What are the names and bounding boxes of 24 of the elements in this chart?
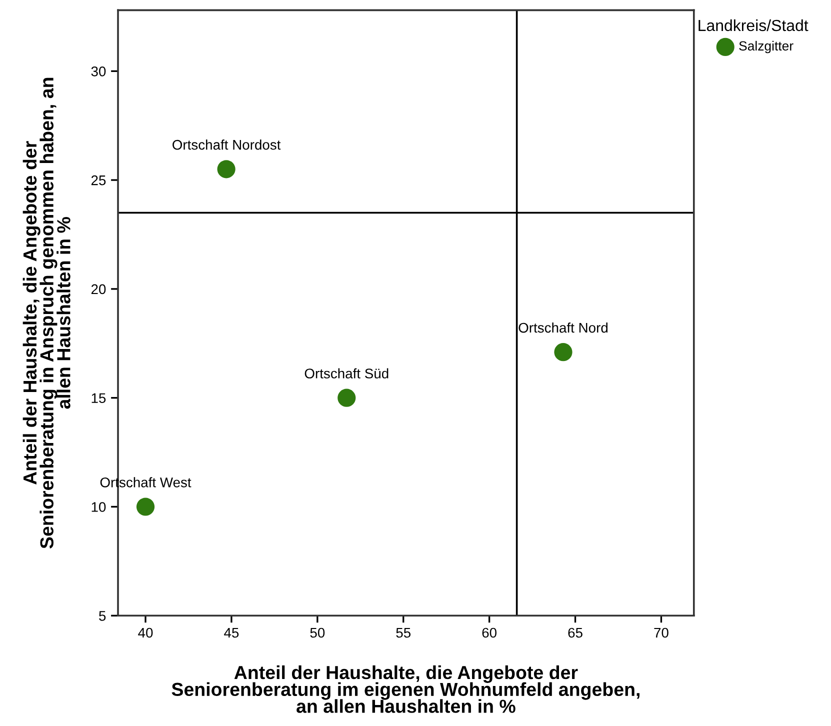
x-tick-label: 40 — [138, 628, 153, 638]
x-tick-label: 50 — [310, 628, 325, 638]
x-tick-label: 55 — [396, 628, 411, 638]
y-tick-label: 30 — [91, 66, 106, 76]
x-tick-label: 65 — [568, 628, 582, 638]
y-tick-label: 25 — [91, 175, 106, 186]
legend-title: Landkreis/Stadt — [698, 19, 808, 32]
legend-label: Salzgitter — [739, 40, 794, 54]
y-tick-label: 15 — [92, 393, 106, 404]
x-tick-label: 45 — [224, 628, 239, 638]
annotation: Ortschaft Nord — [518, 322, 608, 333]
x-tick-label: 70 — [654, 628, 668, 638]
y-tick-label: 20 — [91, 284, 106, 294]
y-tick-label: 10 — [92, 502, 106, 512]
point — [338, 388, 356, 407]
point — [554, 343, 572, 362]
y-axis-title: Anteil der Haushalte, die Angebote der Seniorenberatung in Anspruch genommen haben, an allen Haushalten in % — [22, 78, 70, 548]
y-tick-label: 5 — [99, 611, 106, 621]
x-axis-title: Anteil der Haushalte, die Angebote der Seniorenberatung im eigenen Wohnumfeld angeben, an allen Haushalten in % — [172, 665, 640, 713]
x-tick-label: 60 — [482, 628, 496, 638]
annotation: Ortschaft Nordost — [172, 140, 281, 150]
annotation: Ortschaft Süd — [304, 368, 388, 378]
point — [136, 498, 155, 516]
point — [217, 160, 236, 178]
